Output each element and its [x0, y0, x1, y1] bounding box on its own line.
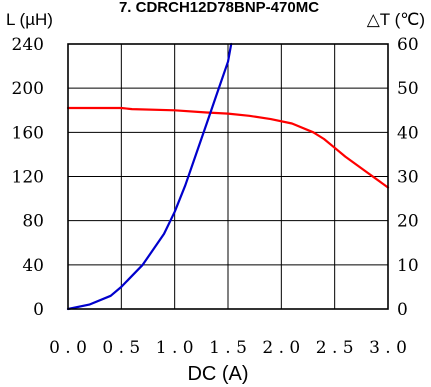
y-left-tick-label: 0: [33, 300, 44, 320]
inductance-line: [66, 106, 390, 189]
y-right-tick-label: 50: [397, 79, 419, 99]
tick-labels: 0 . 0 0 . 5 1 . 0 1 . 5 2 . 0 2 . 5 3 . 0 0 40 80…: [12, 35, 419, 358]
y-left-tick-label: 240: [12, 35, 44, 55]
y-left-tick-label: 40: [22, 256, 44, 276]
x-tick-label: 2 . 0: [262, 338, 300, 358]
y-left-axis-label: L (µH): [6, 10, 53, 29]
y-left-tick-label: 120: [12, 168, 44, 188]
x-tick-label: 0 . 0: [49, 338, 87, 358]
y-right-tick-label: 30: [397, 168, 419, 188]
x-tick-label: 2 . 5: [316, 338, 354, 358]
series-group: [66, 42, 390, 311]
x-axis-label: DC (A): [187, 363, 248, 385]
x-tick-label: 3 . 0: [369, 338, 407, 358]
grid: [68, 44, 388, 309]
y-right-tick-label: 10: [397, 256, 419, 276]
x-tick-label: 0 . 5: [102, 338, 140, 358]
chart-title: 7. CDRCH12D78BNP-470MC: [119, 0, 319, 16]
y-left-tick-label: 80: [22, 212, 44, 232]
y-right-tick-label: 40: [397, 123, 419, 143]
plot-frame: [67, 43, 389, 310]
y-right-tick-label: 0: [397, 300, 408, 320]
y-right-tick-label: 60: [397, 35, 419, 55]
temperature-rise-line: [66, 42, 233, 311]
x-tick-label: 1 . 5: [209, 338, 247, 358]
y-right-axis-label: △T (℃): [367, 10, 425, 29]
x-tick-label: 1 . 0: [156, 338, 194, 358]
y-left-tick-label: 200: [12, 79, 44, 99]
y-right-tick-label: 20: [397, 212, 419, 232]
y-left-tick-label: 160: [12, 123, 44, 143]
